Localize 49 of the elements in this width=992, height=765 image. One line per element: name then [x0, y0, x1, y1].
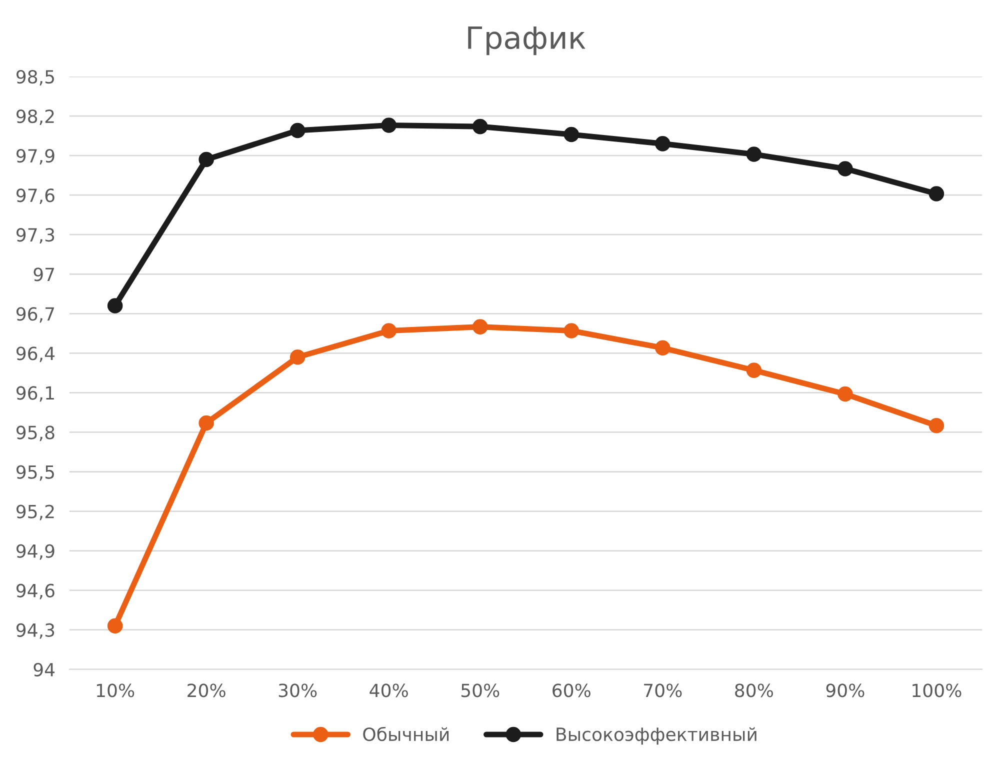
point	[472, 118, 488, 134]
point	[198, 415, 214, 431]
point	[564, 126, 580, 142]
point	[198, 152, 214, 168]
point	[564, 323, 580, 338]
point	[381, 118, 397, 133]
x-tick-label: 60%	[552, 684, 590, 698]
x-tick-label: 70%	[644, 684, 682, 698]
y-tick-label: 96,1	[16, 386, 54, 402]
y-tick-label: 96,7	[16, 307, 54, 323]
point	[655, 340, 670, 356]
y-tick-label: 96,4	[16, 346, 55, 362]
point	[838, 386, 853, 402]
y-tick-label: 95,8	[16, 426, 54, 442]
y-tick-label: 98,5	[16, 70, 54, 86]
x-tick-label: 100%	[912, 684, 962, 698]
point	[746, 362, 762, 378]
y-tick-label: 95,5	[16, 465, 54, 481]
y-tick-label: 94	[34, 662, 55, 676]
point	[381, 323, 397, 338]
point	[928, 418, 944, 434]
y-tick-label: 94,9	[16, 544, 54, 560]
point	[107, 618, 123, 634]
point	[746, 146, 762, 162]
x-tick-label: 30%	[278, 684, 317, 698]
x-tick-label: 20%	[188, 684, 226, 698]
x-tick-label: 50%	[461, 684, 500, 698]
chart-title: График	[468, 26, 586, 56]
point	[655, 136, 670, 152]
point	[290, 349, 306, 365]
x-tick-label: 40%	[370, 684, 408, 698]
y-tick-label: 95,2	[16, 504, 54, 520]
x-tick-label: 90%	[826, 684, 864, 698]
point	[838, 161, 853, 176]
legend-label: Обычный	[363, 726, 449, 742]
y-tick-label: 94,3	[16, 623, 54, 639]
y-tick-label: 97,3	[16, 228, 54, 244]
x-tick-label: 10%	[96, 684, 134, 698]
y-tick-label: 97,6	[16, 188, 54, 204]
y-tick-label: 98,2	[16, 109, 54, 125]
y-tick-label: 94,6	[16, 584, 54, 600]
y-tick-label: 97,9	[16, 149, 54, 165]
point	[107, 298, 123, 314]
point	[290, 122, 306, 138]
legend-label: Высокоэффективный	[556, 727, 756, 745]
y-tick-label: 97	[34, 268, 54, 282]
point	[472, 319, 488, 334]
point	[928, 186, 944, 202]
x-tick-label: 80%	[735, 684, 773, 698]
